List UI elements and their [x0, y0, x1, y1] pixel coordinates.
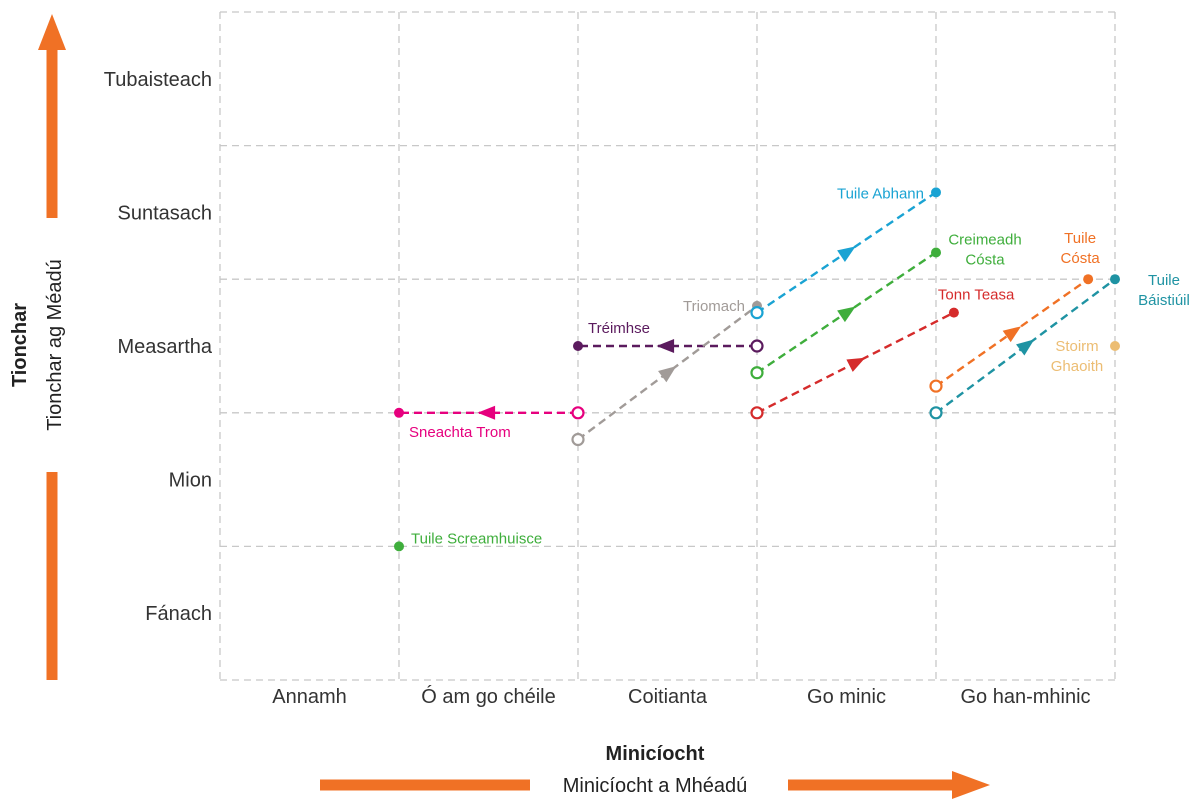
direction-arrowhead — [837, 306, 856, 323]
start-point — [929, 406, 943, 420]
series-tuile-screamhuisce — [394, 541, 404, 552]
grid-lines — [219, 11, 1116, 681]
start-point — [750, 339, 764, 353]
series-tonn-teasa — [750, 307, 959, 420]
end-point — [931, 187, 941, 198]
series-tuile-abhann — [750, 187, 941, 320]
x-tick-label: Ó am go chéile — [421, 685, 556, 708]
y-tick-label: Mion — [169, 470, 212, 492]
x-axis-title: Minicíocht — [606, 743, 705, 765]
point-label: Creimeadh Cósta — [948, 231, 1021, 268]
point-labels: Tuile Screamhuisce Sneachta Trom Tréimhse T… — [409, 185, 1190, 547]
x-axis-arrow — [320, 771, 990, 799]
start-point — [571, 432, 585, 447]
x-axis-subtitle: Minicíocht a Mhéadú — [563, 775, 748, 797]
y-tick-labels: Fánach Mion Measartha Suntasach Tubaisteach — [104, 69, 213, 625]
y-arrow-head — [38, 14, 66, 50]
y-tick-label: Fánach — [145, 603, 212, 625]
series-treimhse — [573, 339, 764, 353]
x-tick-label: Go han-mhinic — [960, 686, 1090, 708]
point-label: Tuile Báistiúil — [1138, 272, 1190, 309]
direction-arrowhead — [837, 246, 856, 262]
start-point — [929, 379, 943, 393]
end-point — [573, 341, 583, 351]
y-tick-label: Tubaisteach — [104, 69, 212, 91]
y-axis-title: Tionchar — [9, 303, 31, 387]
y-tick-label: Measartha — [118, 336, 213, 358]
direction-arrowhead — [1002, 326, 1022, 343]
series-creimeadh-costa — [750, 247, 941, 380]
start-point — [750, 306, 764, 320]
end-point — [931, 247, 941, 258]
y-axis-arrow — [38, 14, 66, 680]
point-label: Tuile Abhann — [837, 185, 924, 202]
start-point — [571, 406, 585, 420]
end-point — [1083, 274, 1094, 285]
x-tick-labels: Annamh Ó am go chéile Coitianta Go minic Go … — [272, 685, 1090, 708]
series-tuile-costa — [929, 274, 1094, 393]
end-point — [394, 541, 404, 552]
point-label: Tonn Teasa — [938, 287, 1015, 304]
series-layer — [394, 187, 1120, 552]
point-label: Sneachta Trom — [409, 424, 511, 441]
end-point — [1110, 274, 1120, 285]
point-label: Stoirm Ghaoith — [1051, 338, 1104, 375]
series-sneachta-trom — [394, 405, 585, 420]
series-stoirm-ghaoith — [1110, 341, 1120, 351]
direction-arrowhead — [656, 339, 675, 353]
end-point — [1110, 341, 1120, 351]
y-axis-subtitle: Tionchar ag Méadú — [44, 259, 66, 431]
direction-arrowhead — [658, 366, 677, 383]
start-point — [750, 366, 764, 380]
direction-arrowhead — [1016, 339, 1035, 356]
point-label: Tuile Cósta — [1061, 230, 1101, 267]
y-tick-label: Suntasach — [117, 202, 212, 224]
x-arrow-head — [952, 771, 990, 799]
x-tick-label: Go minic — [807, 686, 886, 708]
direction-arrowhead — [846, 357, 866, 372]
series-tuile-baistiuil — [929, 274, 1120, 420]
end-point — [394, 407, 404, 418]
end-point — [948, 307, 959, 318]
x-tick-label: Coitianta — [628, 686, 708, 708]
point-label: Triomach — [683, 298, 745, 315]
point-label: Tréimhse — [588, 320, 650, 337]
x-tick-label: Annamh — [272, 686, 347, 708]
point-label: Tuile Screamhuisce — [411, 530, 542, 547]
direction-arrowhead — [477, 405, 496, 420]
start-point — [750, 406, 764, 420]
